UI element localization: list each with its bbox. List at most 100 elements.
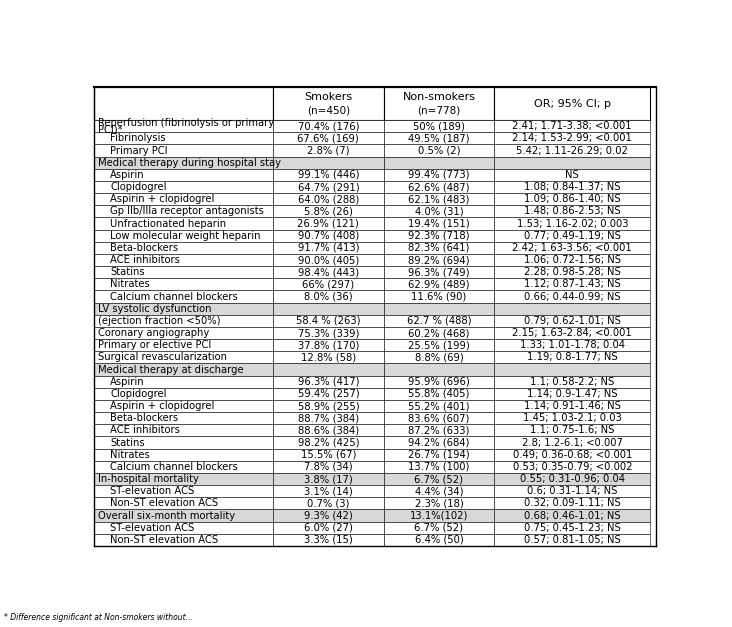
Bar: [494, 387, 650, 400]
Bar: [273, 473, 384, 485]
Bar: [94, 157, 273, 169]
Bar: [94, 290, 273, 303]
Bar: [384, 193, 494, 205]
Text: Non-ST elevation ACS: Non-ST elevation ACS: [111, 535, 218, 545]
Bar: [94, 497, 273, 510]
Bar: [494, 229, 650, 242]
Bar: [273, 400, 384, 412]
Bar: [94, 218, 273, 229]
Text: 1.12; 0.87-1.43; NS: 1.12; 0.87-1.43; NS: [524, 280, 621, 290]
Bar: [384, 169, 494, 181]
Bar: [273, 339, 384, 351]
Text: 0.75; 0.45-1.23; NS: 0.75; 0.45-1.23; NS: [524, 523, 621, 533]
Text: 1.48; 0.86-2.53; NS: 1.48; 0.86-2.53; NS: [524, 206, 621, 216]
Text: 90.0% (405): 90.0% (405): [298, 255, 359, 265]
Text: 49.5% (187): 49.5% (187): [408, 134, 470, 144]
Bar: [494, 364, 650, 376]
Text: ACE inhibitors: ACE inhibitors: [111, 425, 180, 435]
Text: 7.8% (34): 7.8% (34): [304, 462, 353, 472]
Text: 98.2% (425): 98.2% (425): [298, 438, 359, 448]
Bar: [494, 266, 650, 278]
Bar: [273, 412, 384, 424]
Bar: [273, 132, 384, 144]
Text: Smokers: Smokers: [305, 92, 352, 102]
Bar: [384, 87, 494, 120]
Text: 2.42; 1.63-3.56; <0.001: 2.42; 1.63-3.56; <0.001: [512, 243, 632, 253]
Bar: [384, 242, 494, 254]
Text: 58.4 % (263): 58.4 % (263): [296, 316, 361, 326]
Text: 0.68; 0.46-1.01; NS: 0.68; 0.46-1.01; NS: [524, 510, 621, 520]
Bar: [384, 522, 494, 534]
Text: 95.9% (696): 95.9% (696): [408, 377, 470, 387]
Bar: [494, 412, 650, 424]
Text: 1.53; 1.16-2.02; 0.003: 1.53; 1.16-2.02; 0.003: [517, 219, 628, 229]
Text: 2.8; 1.2-6.1; <0.007: 2.8; 1.2-6.1; <0.007: [522, 438, 623, 448]
Bar: [384, 205, 494, 218]
Text: 1.45; 1.03-2.1; 0.03: 1.45; 1.03-2.1; 0.03: [523, 413, 621, 423]
Text: 58.9% (255): 58.9% (255): [297, 401, 359, 411]
Bar: [94, 351, 273, 364]
Text: 2.8% (7): 2.8% (7): [307, 145, 350, 155]
Text: 90.7% (408): 90.7% (408): [298, 231, 359, 241]
Text: 1.19; 0.8-1.77; NS: 1.19; 0.8-1.77; NS: [527, 352, 618, 362]
Text: 1.09; 0.86-1.40; NS: 1.09; 0.86-1.40; NS: [524, 194, 621, 204]
Text: 6.7% (52): 6.7% (52): [414, 474, 463, 484]
Bar: [384, 229, 494, 242]
Bar: [494, 144, 650, 157]
Bar: [494, 376, 650, 387]
Text: (n=450): (n=450): [307, 106, 350, 116]
Bar: [273, 387, 384, 400]
Bar: [94, 510, 273, 522]
Text: 2.3% (18): 2.3% (18): [414, 498, 463, 508]
Text: Calcium channel blockers: Calcium channel blockers: [111, 462, 238, 472]
Text: 6.0% (27): 6.0% (27): [304, 523, 353, 533]
Bar: [273, 254, 384, 266]
Text: 8.0% (36): 8.0% (36): [304, 292, 353, 302]
Text: 66% (297): 66% (297): [302, 280, 354, 290]
Bar: [494, 181, 650, 193]
Bar: [94, 205, 273, 218]
Text: 37.8% (170): 37.8% (170): [298, 340, 359, 350]
Text: 12.8% (58): 12.8% (58): [301, 352, 356, 362]
Text: (ejection fraction <50%): (ejection fraction <50%): [98, 316, 220, 326]
Bar: [494, 510, 650, 522]
Text: 2.14; 1.53-2.99; <0.001: 2.14; 1.53-2.99; <0.001: [512, 134, 632, 144]
Bar: [94, 266, 273, 278]
Text: Reperfusion (fibrinolysis or primary: Reperfusion (fibrinolysis or primary: [98, 118, 274, 128]
Text: Low molecular weight heparin: Low molecular weight heparin: [111, 231, 261, 241]
Bar: [94, 181, 273, 193]
Text: Non-smokers: Non-smokers: [403, 92, 476, 102]
Bar: [384, 303, 494, 315]
Text: 64.7% (291): 64.7% (291): [297, 182, 359, 192]
Text: 0.49; 0.36-0.68; <0.001: 0.49; 0.36-0.68; <0.001: [512, 450, 632, 460]
Bar: [273, 449, 384, 461]
Text: 0.79; 0.62-1.01; NS: 0.79; 0.62-1.01; NS: [524, 316, 621, 326]
Text: Surgical revascularization: Surgical revascularization: [98, 352, 227, 362]
Text: 13.1%(102): 13.1%(102): [410, 510, 468, 520]
Bar: [494, 449, 650, 461]
Bar: [384, 351, 494, 364]
Text: Medical therapy during hospital stay: Medical therapy during hospital stay: [98, 158, 281, 167]
Bar: [273, 436, 384, 449]
Bar: [494, 132, 650, 144]
Bar: [273, 327, 384, 339]
Bar: [384, 497, 494, 510]
Bar: [273, 229, 384, 242]
Text: Aspirin + clopidogrel: Aspirin + clopidogrel: [111, 401, 214, 411]
Text: Clopidogrel: Clopidogrel: [111, 389, 167, 399]
Text: 1.14; 0.9-1.47; NS: 1.14; 0.9-1.47; NS: [527, 389, 618, 399]
Text: 13.7% (100): 13.7% (100): [408, 462, 470, 472]
Bar: [94, 87, 273, 120]
Text: 2.41; 1.71-3.38; <0.001: 2.41; 1.71-3.38; <0.001: [512, 121, 632, 131]
Bar: [94, 254, 273, 266]
Text: 0.5% (2): 0.5% (2): [418, 145, 460, 155]
Bar: [494, 424, 650, 436]
Text: 82.3% (641): 82.3% (641): [408, 243, 470, 253]
Text: Medical therapy at discharge: Medical therapy at discharge: [98, 364, 243, 374]
Bar: [273, 522, 384, 534]
Text: * Difference significant at Non-smokers without...: * Difference significant at Non-smokers …: [4, 613, 193, 622]
Text: 62.6% (487): 62.6% (487): [408, 182, 470, 192]
Bar: [494, 193, 650, 205]
Bar: [384, 339, 494, 351]
Text: 2.15; 1.63-2.84; <0.001: 2.15; 1.63-2.84; <0.001: [512, 328, 632, 338]
